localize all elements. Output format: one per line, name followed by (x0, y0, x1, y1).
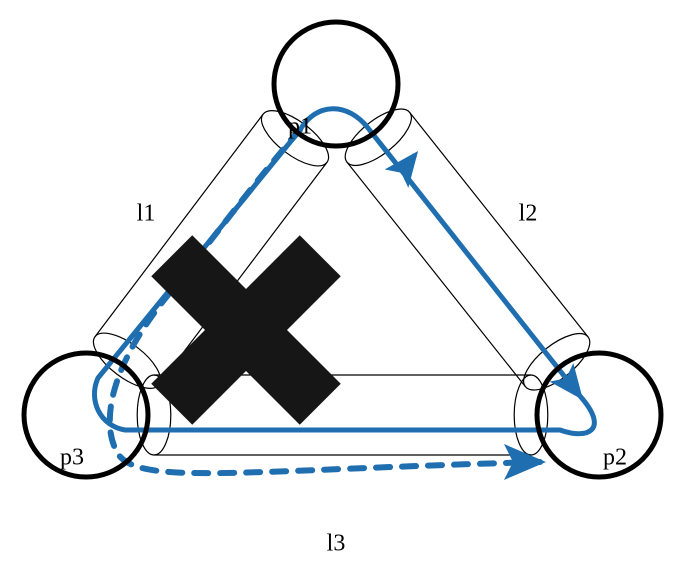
labels-layer: p1 p2 p3 l1 l2 l3 (60, 114, 627, 557)
nodes-layer (24, 22, 661, 477)
label-l3: l3 (327, 531, 346, 557)
dashed-path (110, 130, 540, 473)
node-p2 (537, 353, 661, 477)
label-p3: p3 (60, 445, 84, 471)
label-p1: p1 (288, 114, 312, 140)
diagram-canvas: p1 p2 p3 l1 l2 l3 (0, 0, 685, 566)
link-l2 (337, 99, 599, 400)
node-p3 (24, 353, 148, 477)
label-p2: p2 (603, 445, 627, 471)
label-l1: l1 (137, 201, 156, 227)
label-l2: l2 (519, 201, 538, 227)
